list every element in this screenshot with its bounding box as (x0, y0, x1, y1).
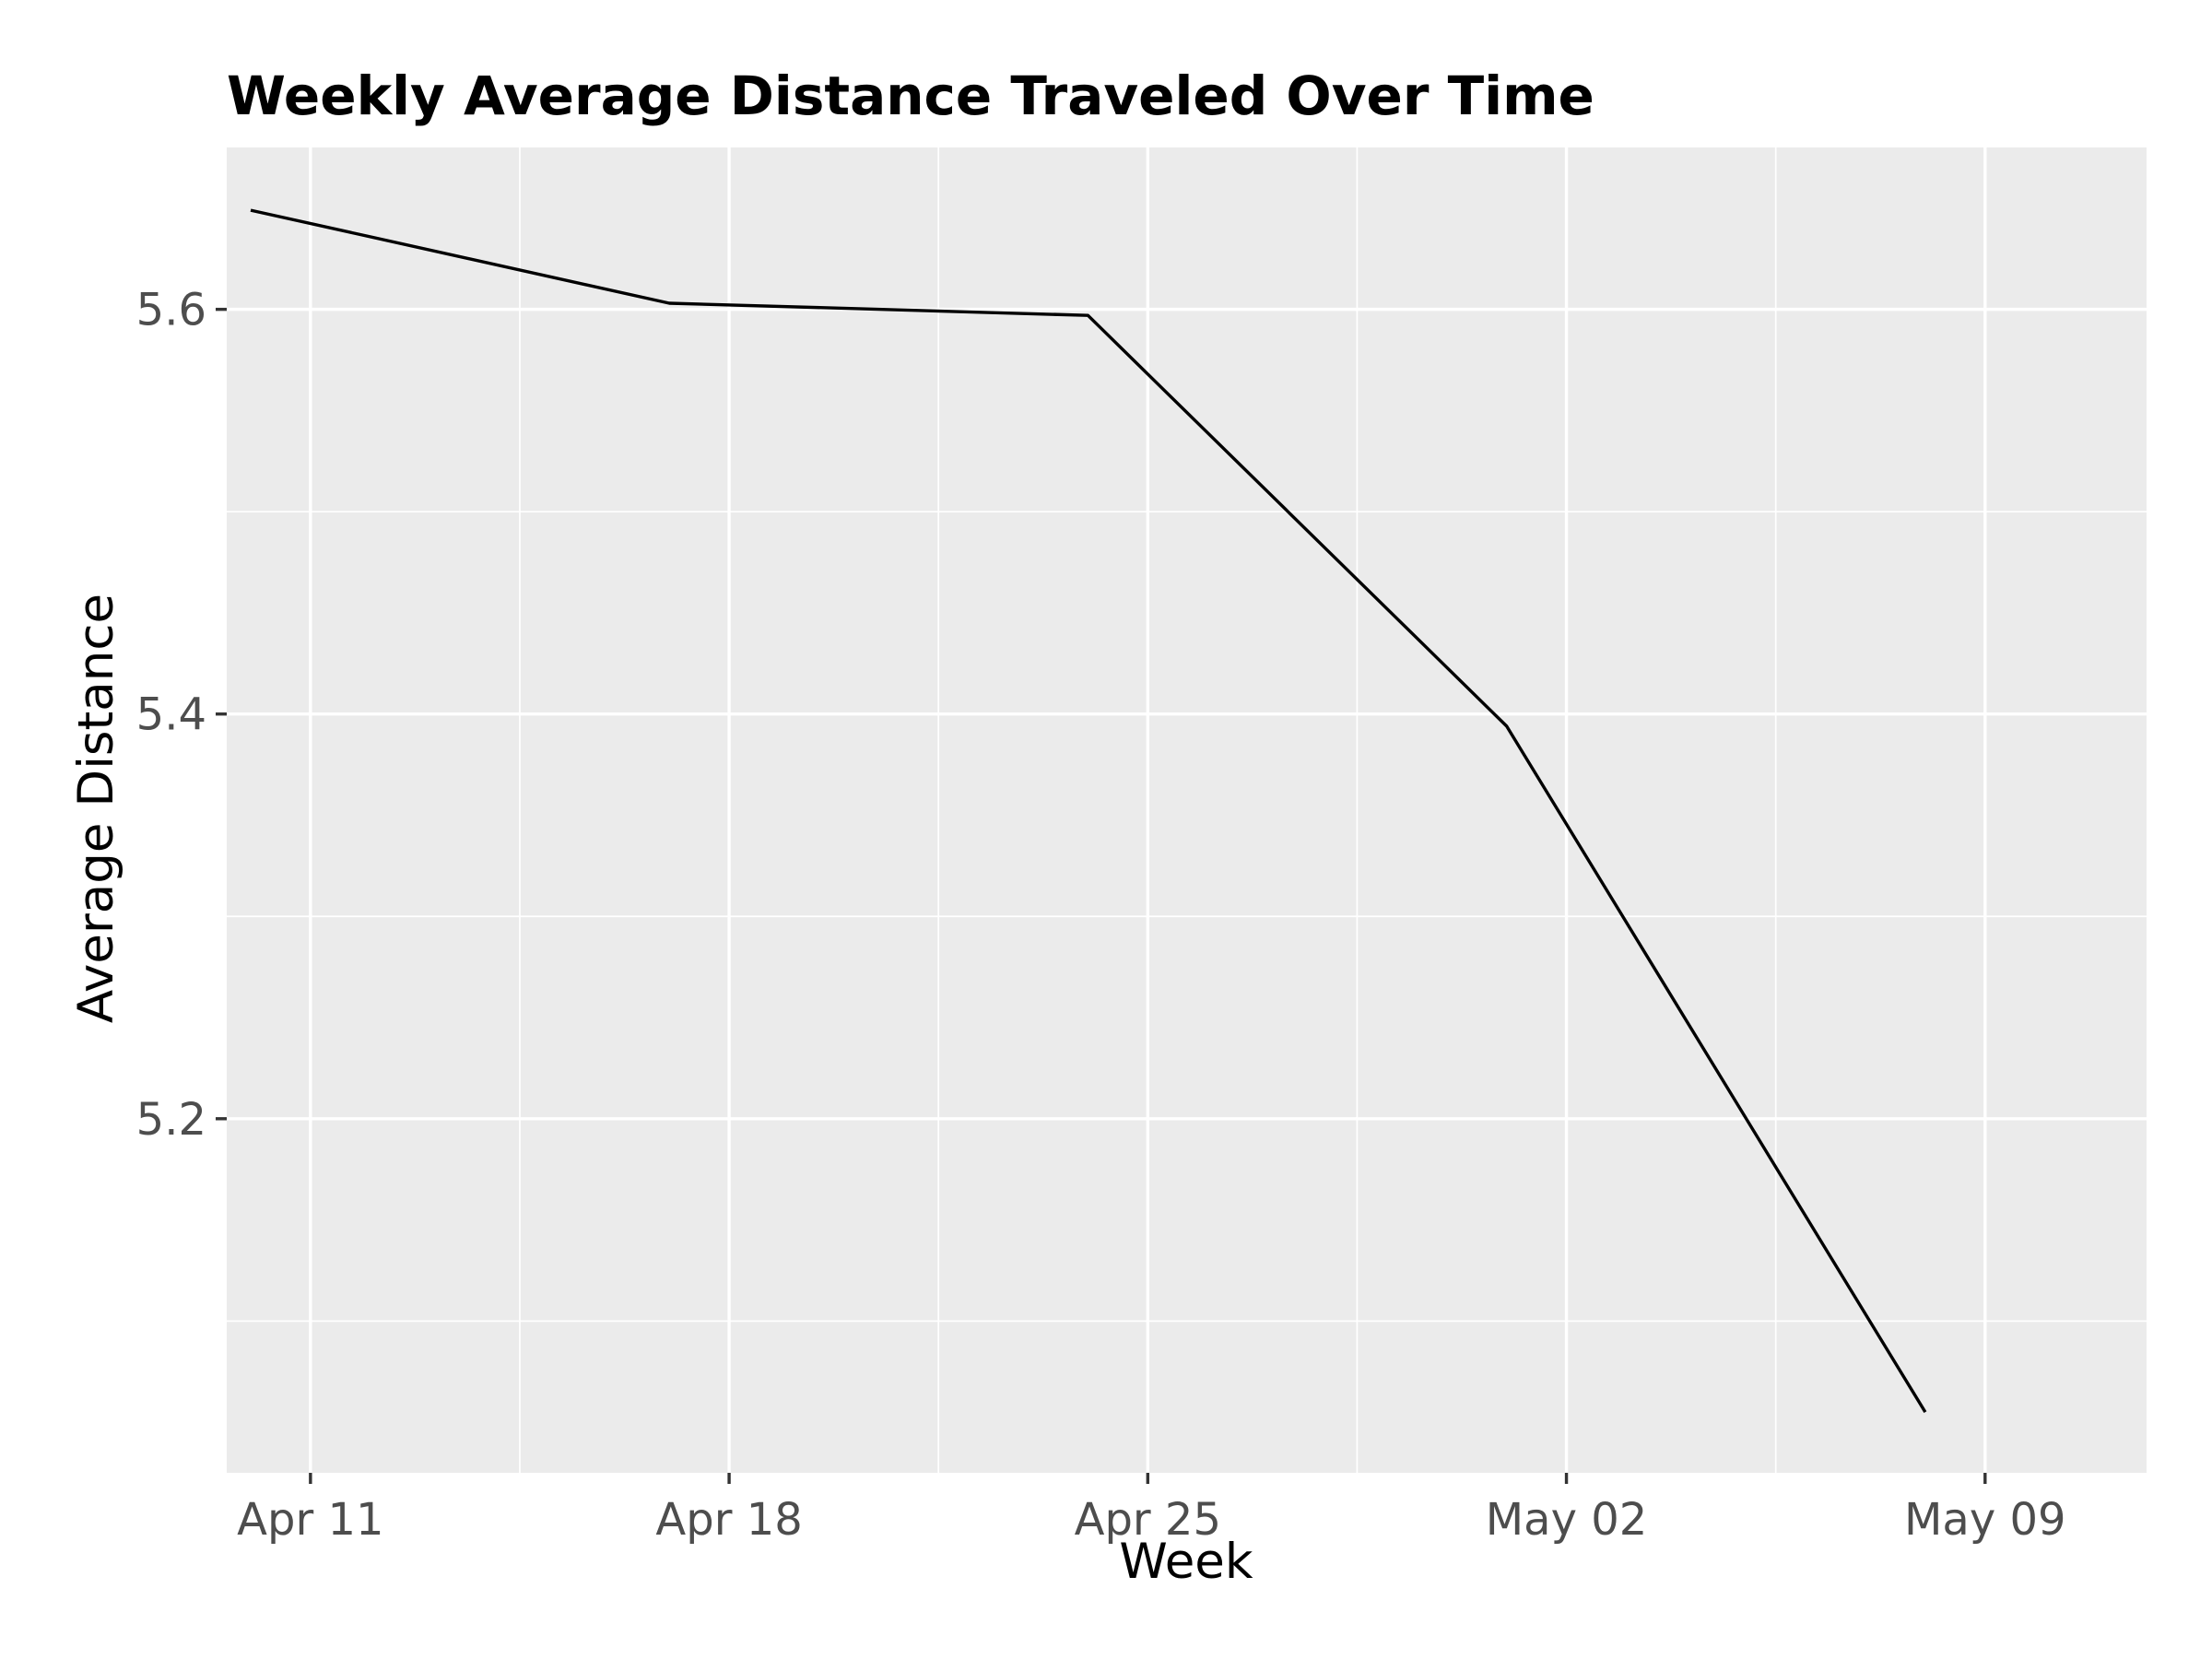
x-tick-label: May 09 (1904, 1494, 2066, 1546)
y-tick-label: 5.4 (136, 689, 206, 741)
y-tick-label: 5.6 (136, 285, 206, 336)
plot-panel (227, 147, 2147, 1473)
x-axis: Apr 11 Apr 18 Apr 25 May 02 May 09 (237, 1473, 2066, 1546)
y-axis: 5.2 5.4 5.6 (136, 285, 227, 1146)
series-layer (250, 208, 1927, 1413)
major-gridlines (227, 147, 2147, 1473)
series-line (250, 208, 1927, 1413)
chart-title: Weekly Average Distance Traveled Over Ti… (227, 65, 1594, 127)
x-axis-title: Week (1119, 1534, 1253, 1590)
y-tick-label: 5.2 (136, 1094, 206, 1146)
x-tick-label: Apr 11 (237, 1494, 383, 1546)
x-tick-label: Apr 18 (655, 1494, 802, 1546)
x-tick-label: Apr 25 (1075, 1494, 1221, 1546)
x-tick-label: May 02 (1486, 1494, 1648, 1546)
minor-gridlines (227, 147, 2147, 1473)
y-axis-title: Average Distance (68, 594, 124, 1023)
